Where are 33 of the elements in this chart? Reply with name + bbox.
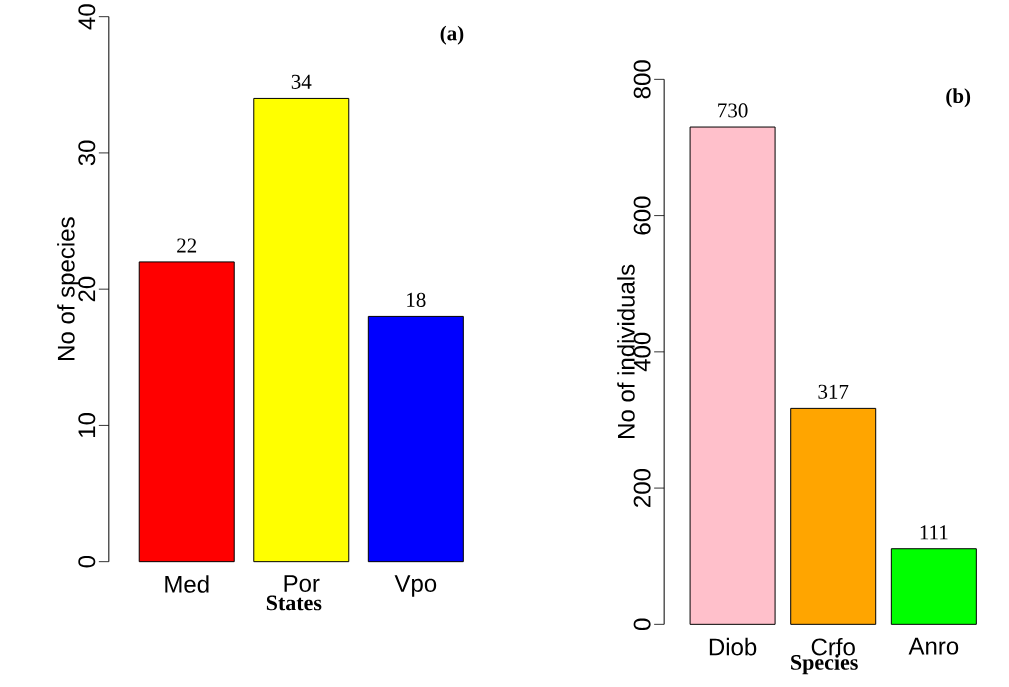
annotation: (b) [946,88,971,108]
bar [790,407,877,625]
y-tick-label: 0 [633,618,651,631]
x-tick-label: Med [165,575,209,593]
annotation: (a) [440,25,464,45]
bar [138,261,235,563]
y-tick-label: 200 [633,469,651,507]
x-tick-label: Por [284,575,320,592]
y-axis-title: No of individuals [617,264,635,438]
x-tick-label: Anro [908,637,959,655]
y-tick-label: 0 [78,555,96,568]
y-tick-label: 20 [78,276,96,302]
x-axis-title: States [266,595,322,611]
data-label: 317 [818,384,849,399]
y-tick-label: 800 [633,60,651,99]
y-tick-label: 600 [633,196,651,235]
x-axis-title: Species [791,654,858,675]
data-label: 22 [177,238,197,253]
y-tick-label: 30 [78,140,96,166]
y-tick-label: 40 [78,4,96,30]
y-tick-label: 400 [633,332,651,372]
x-tick-label: Diob [709,637,757,656]
data-label: 730 [718,103,748,118]
data-label: 18 [407,292,426,307]
x-tick-label: Vpo [394,575,437,597]
bar [367,315,464,563]
bar [689,126,776,625]
y-tick-label: 10 [78,413,96,437]
data-label: 111 [920,525,948,540]
bar [253,97,350,563]
x-tick-label: Crfo [811,637,855,656]
bar [890,548,977,625]
data-label: 34 [291,74,312,89]
